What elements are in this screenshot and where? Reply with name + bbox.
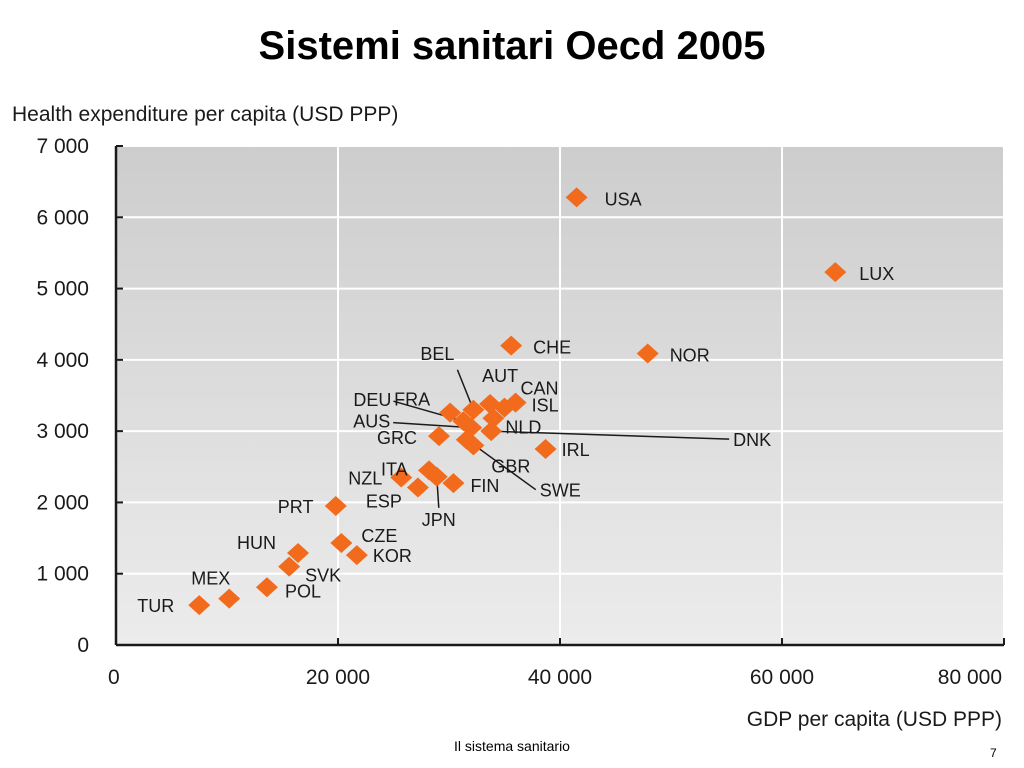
point-label-nld: NLD xyxy=(505,417,541,437)
point-label-fin: FIN xyxy=(470,476,499,496)
point-label-dnk: DNK xyxy=(733,430,771,450)
data-point-fin xyxy=(442,473,465,494)
point-label-grc: GRC xyxy=(377,428,417,448)
data-point-esp xyxy=(406,477,429,498)
point-label-lux: LUX xyxy=(859,264,894,284)
data-point-jpn xyxy=(425,466,448,487)
point-label-nor: NOR xyxy=(670,345,710,365)
data-point-usa xyxy=(565,187,588,208)
point-label-prt: PRT xyxy=(278,497,314,517)
point-label-swe: SWE xyxy=(540,481,581,501)
point-label-aus: AUS xyxy=(353,412,390,432)
data-point-che xyxy=(500,335,523,356)
data-point-tur xyxy=(188,595,211,616)
point-label-mex: MEX xyxy=(191,569,230,589)
leader-line-dnk xyxy=(491,430,730,440)
y-tick-label: 2 000 xyxy=(36,491,89,514)
data-point-pol xyxy=(255,577,278,598)
page-number: 7 xyxy=(990,746,997,760)
point-label-svk: SVK xyxy=(305,566,341,586)
point-label-gbr: GBR xyxy=(491,456,530,476)
point-label-che: CHE xyxy=(533,338,571,358)
point-label-isl: ISL xyxy=(532,396,559,416)
point-label-hun: HUN xyxy=(237,533,276,553)
data-points xyxy=(188,187,847,616)
point-label-kor: KOR xyxy=(373,546,412,566)
data-point-nld xyxy=(482,408,505,429)
data-point-nzl xyxy=(390,467,413,488)
y-tick-label: 5 000 xyxy=(36,278,89,301)
point-label-cze: CZE xyxy=(361,526,397,546)
x-axis-title: GDP per capita (USD PPP) xyxy=(747,708,1002,731)
data-point-svk xyxy=(278,556,301,577)
data-point-dnk xyxy=(480,421,503,442)
data-point-isl xyxy=(504,392,527,413)
data-point-kor xyxy=(345,545,368,566)
point-label-deu: DEU xyxy=(353,390,391,410)
point-label-irl: IRL xyxy=(562,440,590,460)
tick-labels: 0 1 000 2 000 3 000 4 000 5 000 6 000 7 000 0 20 … xyxy=(36,135,1002,689)
data-point-fra xyxy=(439,402,462,423)
data-point-hun xyxy=(287,543,310,564)
x-tick-label: 60 000 xyxy=(750,666,814,689)
slide-title: Sistemi sanitari Oecd 2005 xyxy=(258,24,766,68)
data-point-swe xyxy=(455,429,478,450)
leader-line-aus xyxy=(393,421,472,429)
data-point-cze xyxy=(330,533,353,554)
point-label-nzl: NZL xyxy=(348,468,382,488)
y-tick-label: 3 000 xyxy=(36,420,89,443)
point-label-usa: USA xyxy=(605,189,642,209)
data-point-grc xyxy=(428,426,451,447)
point-label-tur: TUR xyxy=(137,596,174,616)
data-point-aut xyxy=(479,394,502,415)
point-label-pol: POL xyxy=(285,581,321,601)
data-point-mex xyxy=(218,588,241,609)
x-tick-label: 20 000 xyxy=(306,666,370,689)
x-tick-label: 80 000 xyxy=(938,666,1002,689)
y-tick-label: 6 000 xyxy=(36,206,89,229)
footer-text: Il sistema sanitario xyxy=(454,738,570,754)
y-tick-label: 4 000 xyxy=(36,349,89,372)
data-point-nor xyxy=(636,343,659,364)
y-tick-label: 0 xyxy=(77,634,89,657)
x-tick-label: 0 xyxy=(108,666,120,689)
data-point-lux xyxy=(824,262,847,283)
y-tick-label: 7 000 xyxy=(36,135,89,158)
point-label-fra: FRA xyxy=(394,390,430,410)
point-label-can: CAN xyxy=(521,379,559,399)
y-tick-label: 1 000 xyxy=(36,563,89,586)
x-tick-label: 40 000 xyxy=(528,666,592,689)
point-label-bel: BEL xyxy=(420,344,454,364)
data-point-prt xyxy=(324,495,347,516)
gridlines xyxy=(116,145,1005,645)
axes xyxy=(114,145,1005,647)
y-axis-title: Health expenditure per capita (USD PPP) xyxy=(12,103,398,126)
data-point-irl xyxy=(534,438,557,459)
point-label-ita: ITA xyxy=(381,459,408,479)
point-label-esp: ESP xyxy=(366,491,402,511)
data-point-bel xyxy=(462,399,485,420)
point-label-jpn: JPN xyxy=(422,510,456,530)
point-label-aut: AUT xyxy=(482,366,518,386)
